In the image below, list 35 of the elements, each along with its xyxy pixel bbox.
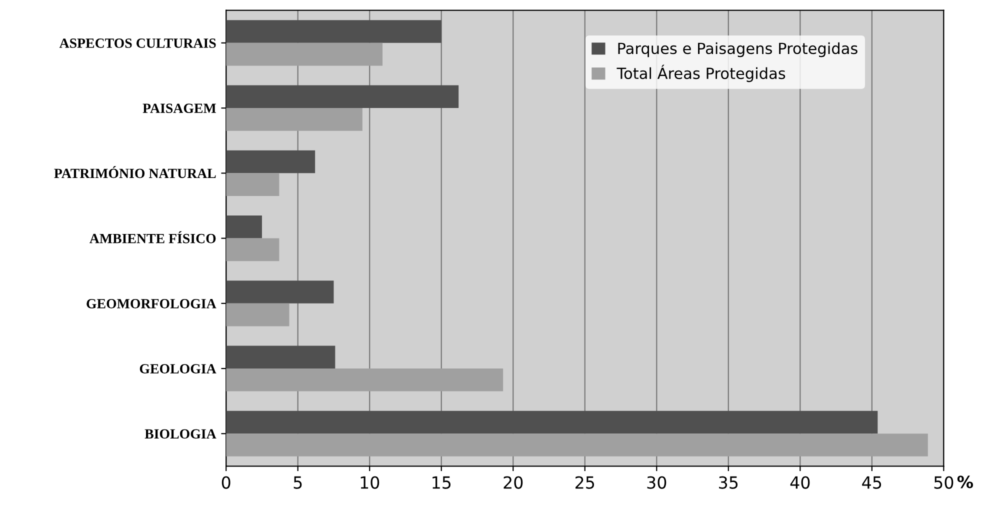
x-tick-label: 30 [647, 476, 666, 489]
x-tick-label: 25 [576, 476, 594, 489]
y-tick-label: ASPECTOS CULTURAIS [59, 38, 216, 48]
bar [226, 434, 928, 456]
bar [226, 85, 459, 108]
bar [226, 20, 442, 43]
x-axis-title: % [957, 476, 974, 488]
y-tick-label: BIOLOGIA [144, 429, 216, 439]
x-tick-label: 20 [504, 476, 523, 489]
x-tick-label: 40 [790, 476, 810, 489]
bar [226, 215, 262, 238]
x-tick-label: 15 [432, 476, 451, 489]
x-tick-label: 35 [719, 476, 738, 489]
bar [226, 173, 280, 196]
y-tick-label: AMBIENTE FÍSICO [90, 231, 216, 244]
bar [226, 410, 878, 434]
x-tick-label: 45 [862, 476, 882, 489]
bar [226, 303, 290, 326]
bar [226, 238, 280, 262]
bar [226, 150, 316, 174]
legend-label: Total Áreas Protegidas [616, 64, 786, 82]
bar [226, 108, 362, 131]
x-tick-label: 0 [222, 476, 230, 489]
y-tick-label: GEOMORFOLOGIA [86, 299, 216, 308]
bar [226, 346, 336, 369]
x-tick-label: 10 [360, 476, 380, 489]
legend-label: Parques e Paisagens Protegidas [618, 42, 858, 58]
x-tick-label: 50 [934, 476, 954, 489]
bar [226, 280, 334, 304]
x-tick-label: 5 [294, 476, 302, 489]
y-tick-label: PAISAGEM [142, 104, 216, 113]
y-tick-label: GEOLOGIA [140, 364, 216, 374]
bar [226, 42, 383, 66]
bar [226, 368, 504, 392]
y-tick-label: PATRIMÓNIO NATURAL [54, 166, 216, 178]
